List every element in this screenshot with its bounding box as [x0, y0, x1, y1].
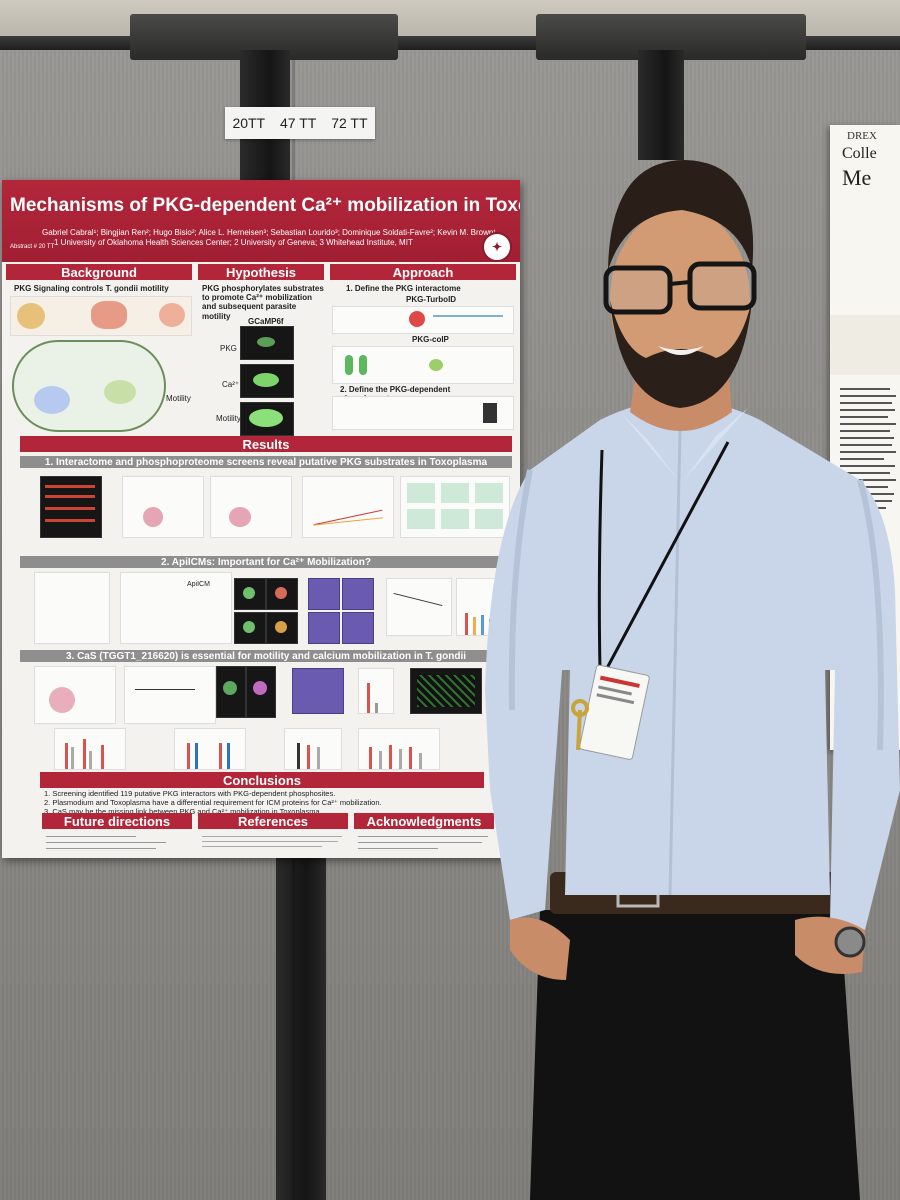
section-conclusions: Conclusions — [40, 772, 484, 788]
poster-title: Mechanisms of PKG-dependent Ca²⁺ mobiliz… — [10, 195, 520, 216]
phylogeny-tree: ApiICM — [120, 572, 232, 644]
calcium-trace-plot — [386, 578, 452, 636]
cas-bar-plot — [358, 668, 394, 714]
plaque-image-1 — [308, 578, 340, 610]
turboid-schematic — [332, 306, 514, 334]
parasite-diagram — [10, 296, 192, 336]
cas-bar-chart-i — [358, 728, 440, 770]
section-results: Results — [20, 436, 512, 452]
wristwatch-icon — [834, 926, 866, 958]
presenter-person — [485, 160, 900, 1200]
apicm-label: ApiICM — [187, 581, 210, 588]
section-approach: Approach — [330, 264, 516, 280]
cas-plaque-grid — [292, 668, 344, 714]
cas-microscopy-2 — [246, 666, 276, 718]
conclusion-3: 3. CaS may be the missing link between P… — [44, 807, 320, 816]
presenter-trousers — [530, 910, 860, 1200]
microscopy-2 — [266, 578, 298, 610]
hypothesis-label-gcamp: GCaMP6f — [248, 317, 284, 326]
board-number-label: 20TT 47 TT 72 TT — [225, 107, 375, 139]
approach-label-coip: PKG-coIP — [412, 335, 449, 344]
poster-header: Mechanisms of PKG-dependent Ca²⁺ mobiliz… — [2, 180, 520, 262]
hypothesis-label-calcium: Ca²⁺ — [222, 380, 240, 389]
lanyard-right — [604, 441, 730, 671]
approach-label-turboid: PKG-TurboID — [406, 295, 457, 304]
cas-volcano-plot — [34, 666, 116, 724]
hypothesis-text: PKG phosphorylates substrates to promote… — [202, 284, 324, 321]
poster-abstract-number: Abstract # 20 TT — [10, 244, 55, 250]
calcium-image-3 — [240, 402, 294, 436]
coip-schematic — [332, 346, 514, 384]
board-number-3: 72 TT — [331, 115, 368, 131]
neighbor-poster-line-2: Me — [842, 165, 872, 190]
university-seal-icon: ✦ — [482, 232, 512, 262]
plaque-image-2 — [342, 578, 374, 610]
board-post-lower — [276, 858, 326, 1200]
motility-label: Motility — [166, 394, 191, 403]
cas-bar-chart-f — [54, 728, 126, 770]
approach-step-1: 1. Define the PKG interactome — [346, 284, 461, 293]
hypothesis-label-motility: Motility — [216, 414, 241, 423]
presenter-shirt — [485, 400, 900, 930]
presenter-face — [610, 208, 750, 392]
eyeglasses-icon — [603, 261, 757, 315]
calcium-image-1 — [240, 326, 294, 360]
section-background: Background — [6, 264, 192, 280]
poster-affiliations: 1 University of Oklahoma Health Sciences… — [54, 238, 413, 247]
plaque-image-3 — [308, 612, 340, 644]
poster-authors: Gabriel Cabral¹; Bingjian Ren²; Hugo Bis… — [42, 228, 496, 237]
plasmodium-icm-plot — [34, 572, 110, 644]
western-blot-image — [40, 476, 102, 538]
cas-microscopy-1 — [216, 666, 246, 718]
acknowledgments-text — [354, 832, 494, 854]
future-directions-text — [42, 832, 192, 854]
lanyard-left — [597, 449, 604, 671]
microscopy-4 — [266, 612, 298, 644]
phospho-timecourse-plot — [302, 476, 394, 538]
presenter-hair — [608, 160, 754, 270]
microscopy-3 — [234, 612, 266, 644]
neighbor-poster-header: DREX — [847, 130, 877, 142]
conclusion-2: 2. Plasmodium and Toxoplasma have a diff… — [44, 798, 382, 807]
cas-timecourse-plot — [124, 666, 216, 724]
phosphoproteome-schematic — [332, 396, 514, 430]
cluster-plots-grid — [400, 476, 510, 538]
board-post-right — [638, 50, 684, 160]
results-subsection-2: 2. ApiICMs: Important for Ca²⁺ Mobilizat… — [20, 556, 512, 568]
hypothesis-label-pkg: PKG — [220, 344, 237, 353]
volcano-plot-mock — [122, 476, 204, 538]
presenter-left-hand — [510, 917, 570, 980]
references-text — [198, 832, 348, 854]
cas-bar-chart-g — [174, 728, 246, 770]
name-badge — [579, 664, 650, 760]
cas-motility-tracks — [410, 668, 482, 714]
cas-bar-chart-h — [284, 728, 342, 770]
microscopy-1 — [234, 578, 266, 610]
research-poster: Mechanisms of PKG-dependent Ca²⁺ mobiliz… — [2, 180, 520, 858]
results-subsection-1: 1. Interactome and phosphoproteome scree… — [20, 456, 512, 468]
board-number-1: 20TT — [232, 115, 266, 131]
section-hypothesis: Hypothesis — [198, 264, 324, 280]
plaque-image-4 — [342, 612, 374, 644]
volcano-plot-zaprinast — [210, 476, 292, 538]
section-references: References — [198, 813, 348, 829]
section-acknowledgments: Acknowledgments — [354, 813, 494, 829]
signaling-cell-diagram — [12, 340, 166, 432]
calcium-image-2 — [240, 364, 294, 398]
neighbor-poster-line-1: Colle — [842, 145, 877, 162]
board-number-2: 47 TT — [280, 115, 317, 131]
background-text: PKG Signaling controls T. gondii motilit… — [14, 284, 169, 293]
neighbor-poster-panel — [830, 315, 900, 375]
conclusion-1: 1. Screening identified 119 putative PKG… — [44, 789, 336, 798]
results-subsection-3: 3. CaS (TGGT1_216620) is essential for m… — [20, 650, 512, 662]
section-future-directions: Future directions — [42, 813, 192, 829]
